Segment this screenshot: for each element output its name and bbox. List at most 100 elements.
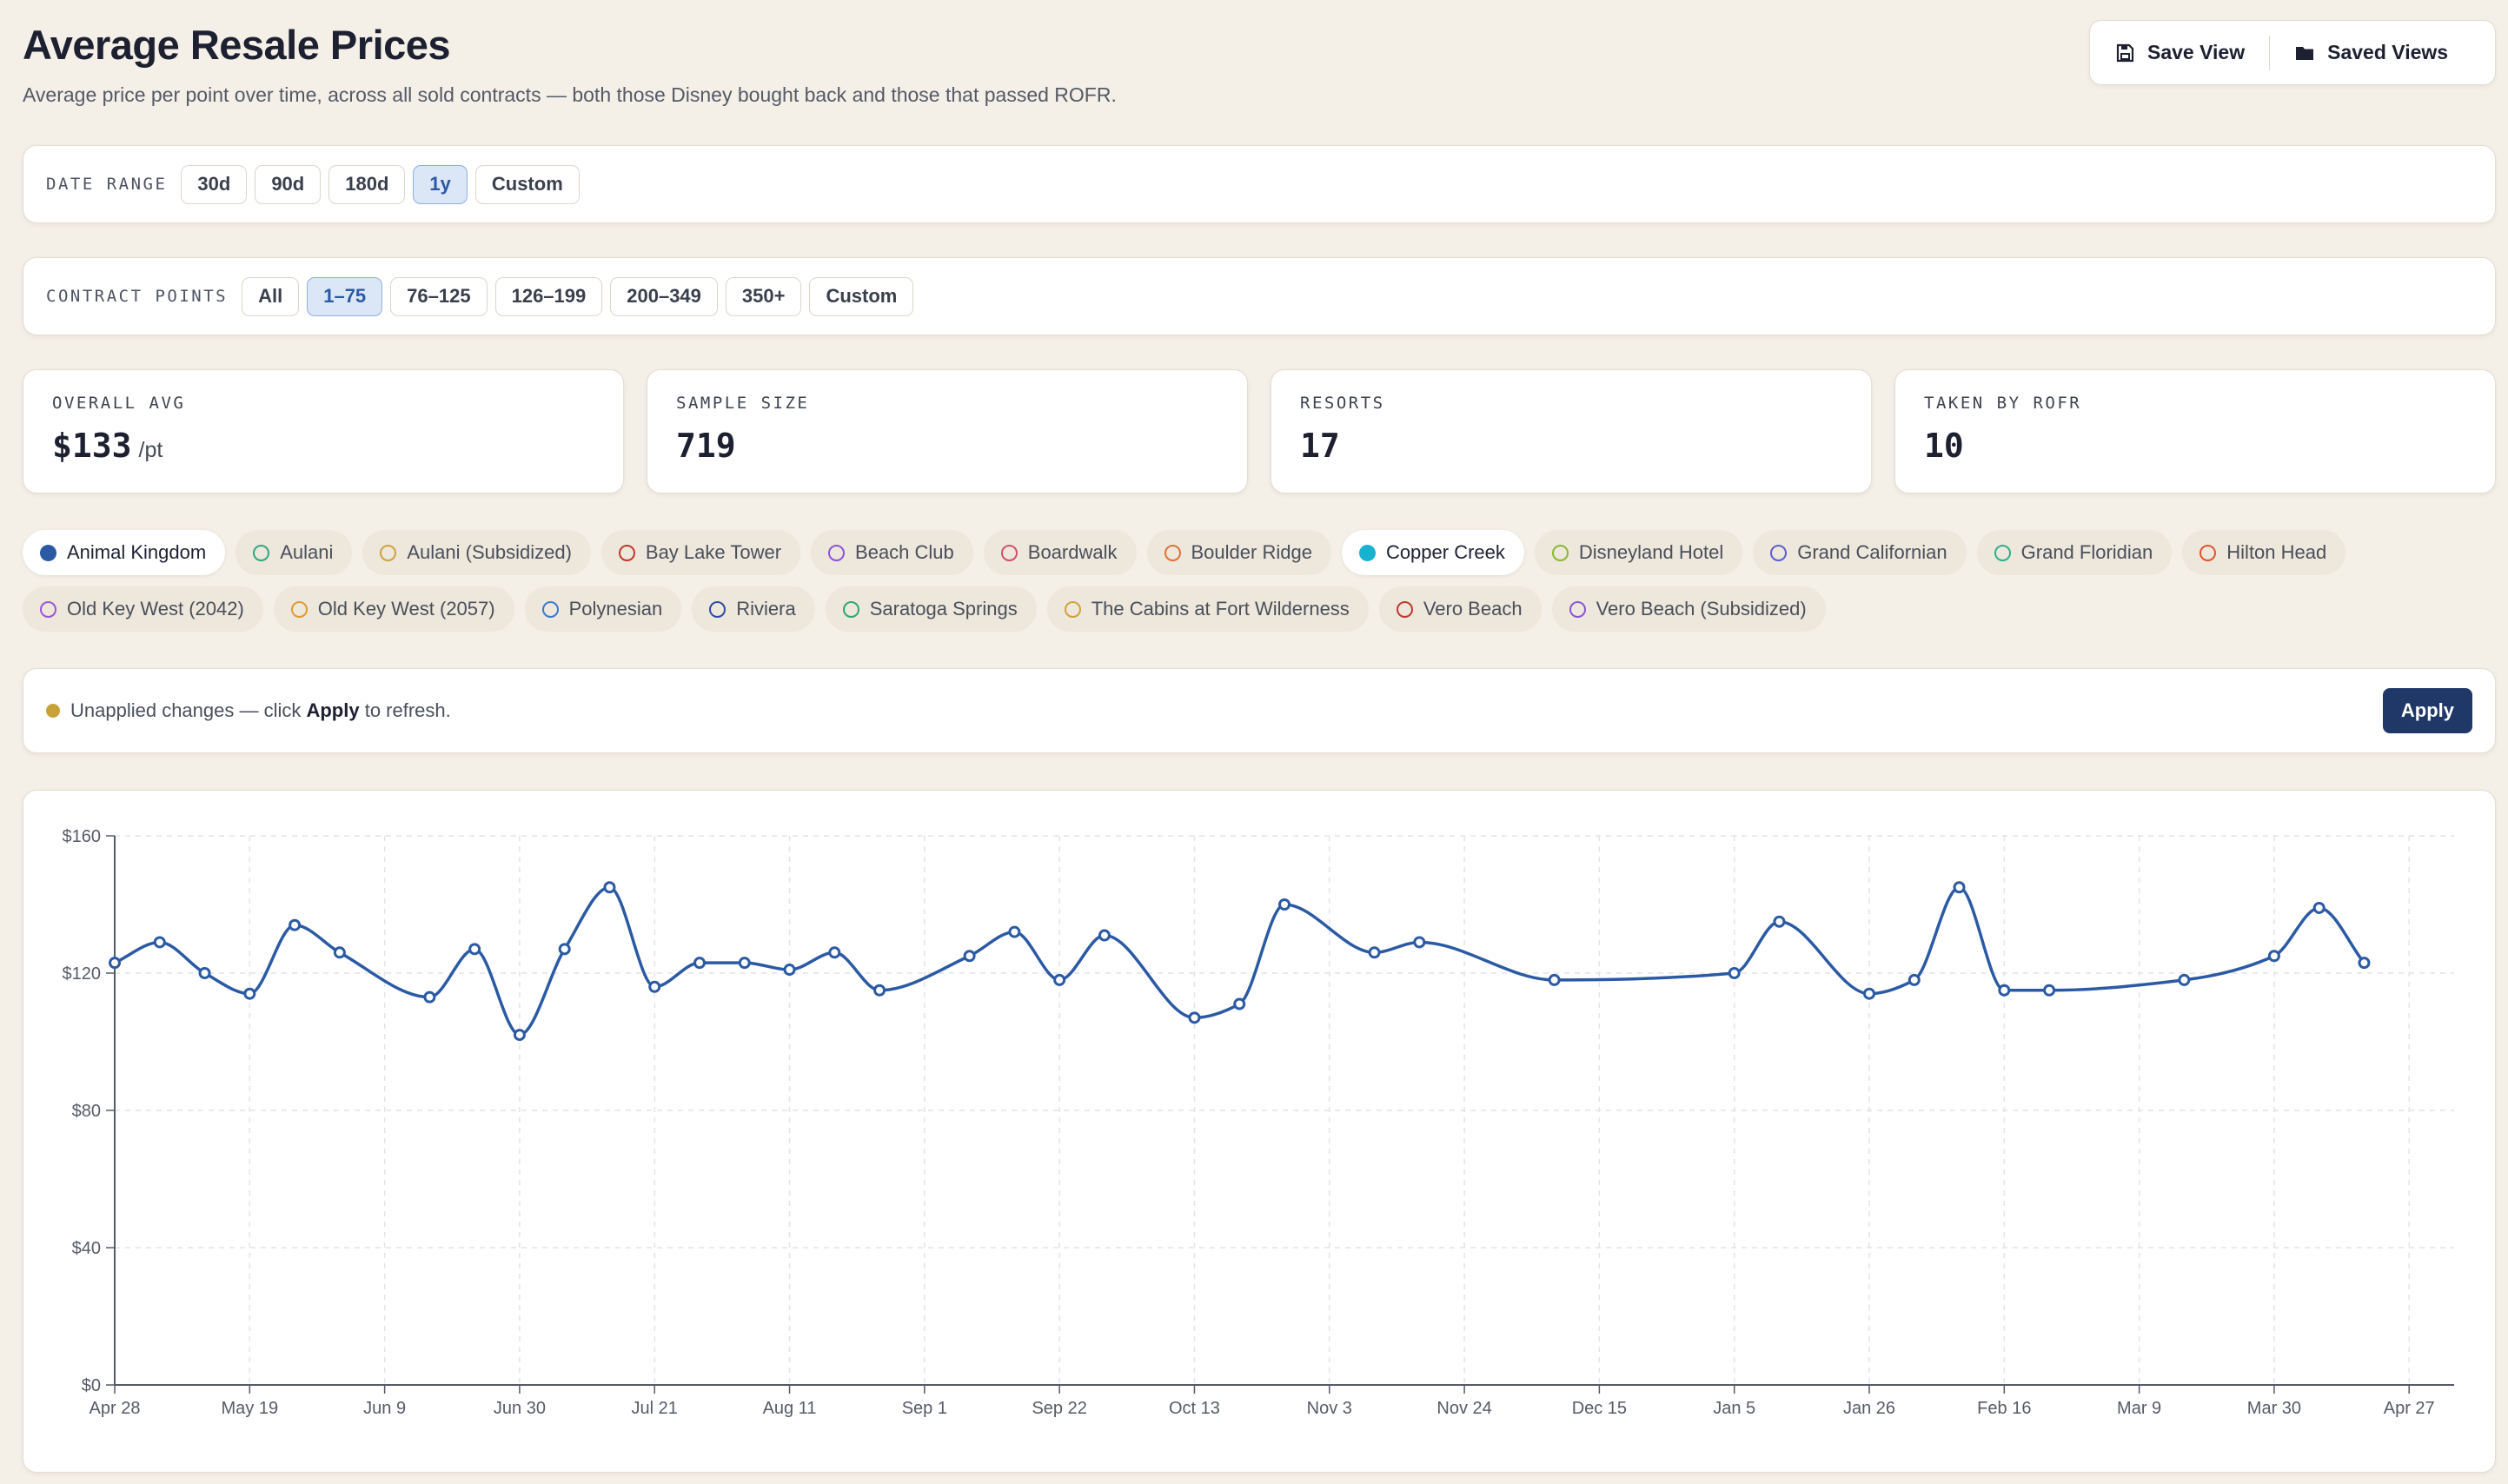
data-point — [243, 987, 256, 1000]
x-tick-label: Jun 9 — [363, 1399, 406, 1418]
resort-chip[interactable]: Vero Beach (Subsidized) — [1551, 586, 1826, 632]
data-point — [1233, 997, 1246, 1010]
resort-color-dot-icon — [541, 600, 559, 618]
stat-label: TAKEN BY ROFR — [1924, 394, 2082, 413]
contract_points-option[interactable]: 200–349 — [610, 276, 718, 316]
data-point — [693, 957, 706, 970]
resort-chip-label: Boardwalk — [1027, 541, 1118, 563]
resort-chip[interactable]: Boulder Ridge — [1146, 530, 1331, 575]
resort-chip[interactable]: Vero Beach — [1378, 586, 1542, 632]
data-point — [2178, 973, 2191, 986]
data-point — [333, 946, 346, 959]
data-point — [558, 943, 571, 956]
resort-chip[interactable]: Animal Kingdom — [23, 530, 226, 575]
page-subtitle: Average price per point over time, acros… — [23, 83, 1117, 106]
save-view-button[interactable]: Save View — [2090, 21, 2269, 84]
unapplied-changes-banner: Unapplied changes — click Apply to refre… — [23, 668, 2496, 753]
stat-value: 10 — [1924, 427, 1964, 465]
x-tick-label: Sep 1 — [902, 1399, 947, 1418]
x-tick-label: Mar 30 — [2247, 1399, 2301, 1418]
resort-color-dot-icon — [253, 544, 270, 561]
date_range-option[interactable]: Custom — [474, 164, 580, 204]
data-point — [1413, 936, 1426, 949]
contract_points-option[interactable]: 76–125 — [390, 276, 488, 316]
data-point — [1728, 967, 1741, 979]
data-point — [1953, 881, 1966, 894]
resort-chip[interactable]: Beach Club — [811, 530, 973, 575]
y-tick-label: $0 — [82, 1376, 101, 1395]
resort-chip[interactable]: Grand Floridian — [1976, 530, 2173, 575]
date_range-option[interactable]: 90d — [255, 164, 322, 204]
data-point — [2312, 901, 2326, 914]
resort-chip-label: Aulani — [280, 541, 334, 563]
resort-chip[interactable]: Boardwalk — [983, 530, 1137, 575]
x-tick-label: Aug 11 — [763, 1399, 817, 1418]
data-point — [1188, 1011, 1201, 1024]
contract_points-option[interactable]: Custom — [809, 276, 914, 316]
y-tick-label: $120 — [63, 964, 102, 984]
resort-chip[interactable]: Hilton Head — [2182, 530, 2346, 575]
date_range-option[interactable]: 180d — [328, 164, 406, 204]
data-point — [783, 964, 796, 977]
resort-color-dot-icon — [380, 544, 397, 561]
resort-chip[interactable]: Old Key West (2042) — [23, 586, 263, 632]
contract_points-option[interactable]: All — [242, 276, 300, 316]
apply-button[interactable]: Apply — [2382, 688, 2472, 733]
resort-chip[interactable]: Polynesian — [524, 586, 682, 632]
folder-icon — [2296, 46, 2314, 60]
data-point — [513, 1029, 526, 1042]
data-point — [603, 881, 616, 894]
date_range-option[interactable]: 1y — [413, 164, 468, 204]
stat-label: RESORTS — [1300, 394, 1385, 413]
resort-chip[interactable]: Disneyland Hotel — [1534, 530, 1743, 575]
resort-chip-label: Old Key West (2057) — [317, 598, 495, 619]
x-tick-label: May 19 — [222, 1399, 279, 1418]
save-view-label: Save View — [2147, 41, 2246, 63]
resort-chip[interactable]: Saratoga Springs — [825, 586, 1037, 632]
contract_points-option[interactable]: 126–199 — [494, 276, 603, 316]
resort-color-dot-icon — [40, 600, 56, 618]
resort-color-dot-icon — [290, 600, 308, 618]
resort-color-dot-icon — [1994, 544, 2011, 561]
saved-views-label: Saved Views — [2327, 41, 2449, 63]
data-point — [1908, 973, 1921, 986]
resort-chip[interactable]: Copper Creek — [1341, 530, 1524, 575]
x-tick-label: Sep 22 — [1032, 1399, 1086, 1418]
data-point — [153, 936, 166, 949]
price-chart-card: $0 $40 $80 $120 $160 Apr 28 May 19 Jun 9 Jun 30 J… — [23, 790, 2496, 1473]
data-point — [198, 967, 211, 979]
saved-views-button[interactable]: Saved Views — [2270, 21, 2472, 84]
x-tick-label: Apr 28 — [90, 1399, 141, 1418]
resort-chip-label: Bay Lake Tower — [645, 541, 782, 563]
date_range-option[interactable]: 30d — [181, 164, 248, 204]
data-point — [1863, 987, 1875, 1000]
resort-color-dot-icon — [842, 600, 859, 618]
contract-points-label: CONTRACT POINTS — [46, 287, 229, 306]
resort-chip[interactable]: Aulani — [236, 530, 353, 575]
contract_points-option[interactable]: 1–75 — [307, 276, 383, 316]
page-title: Average Resale Prices — [23, 22, 451, 68]
contract_points-option[interactable]: 350+ — [725, 276, 802, 316]
stat-unit: /pt — [138, 438, 163, 462]
stat-value: 719 — [676, 427, 736, 465]
resort-chip[interactable]: Riviera — [692, 586, 815, 632]
resort-chip[interactable]: Bay Lake Tower — [600, 530, 801, 575]
resort-chip-label: Grand Floridian — [2020, 541, 2153, 563]
resort-chip-label: Hilton Head — [2226, 541, 2327, 563]
resort-color-dot-icon — [709, 600, 727, 618]
series-line — [114, 885, 2365, 1037]
resort-chip[interactable]: Aulani (Subsidized) — [362, 530, 591, 575]
stat-label: OVERALL AVG — [52, 394, 186, 413]
resort-chip-label: Beach Club — [855, 541, 954, 563]
data-point — [468, 943, 481, 956]
resort-chip[interactable]: The Cabins at Fort Wilderness — [1046, 586, 1369, 632]
resort-chip-label: Old Key West (2042) — [67, 598, 244, 619]
x-tick-label: Feb 16 — [1977, 1399, 2031, 1418]
x-tick-label: Nov 3 — [1307, 1399, 1352, 1418]
x-tick-label: Mar 9 — [2117, 1399, 2161, 1418]
warning-dot-icon — [46, 704, 60, 718]
data-point — [873, 984, 886, 997]
resort-chip[interactable]: Old Key West (2057) — [273, 586, 514, 632]
x-tick-label: Jul 21 — [632, 1399, 678, 1418]
resort-chip[interactable]: Grand Californian — [1753, 530, 1967, 575]
